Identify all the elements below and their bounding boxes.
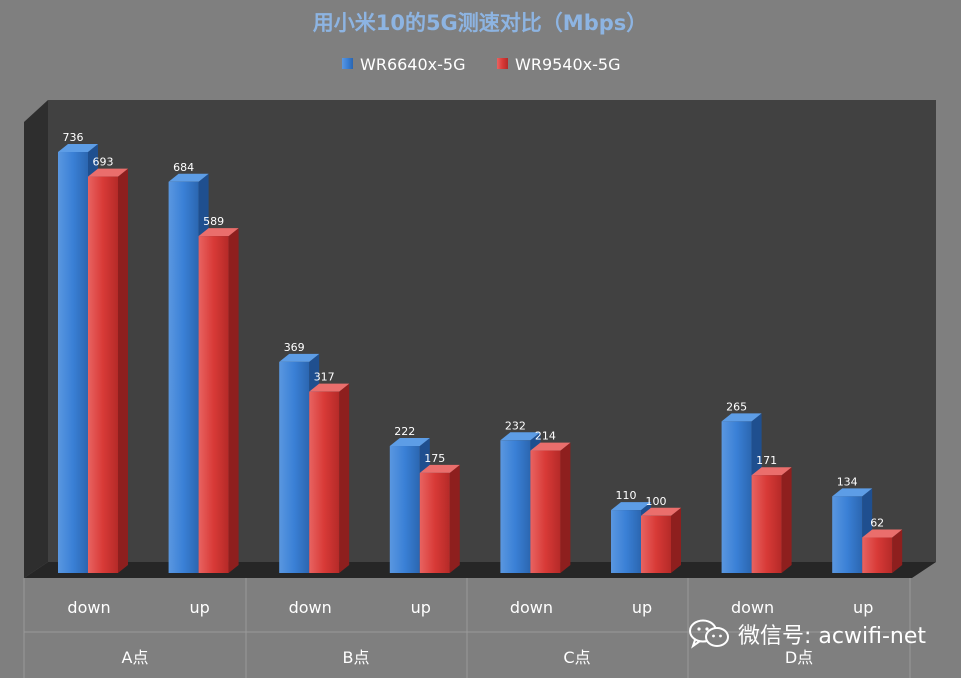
bar-2-8 [862,529,903,573]
value-label-2-6: 100 [646,495,667,508]
value-label-2-1: 693 [93,156,114,169]
legend: WR6640x-5G WR9540x-5G [342,55,620,74]
value-label-1-5: 232 [505,419,526,432]
group-label-1: A点 [122,648,149,667]
value-label-1-3: 369 [284,341,305,354]
value-label-1-2: 684 [173,161,194,174]
value-label-1-4: 222 [394,425,415,438]
legend-label-series-2: WR9540x-5G [515,55,620,74]
bar-2-7 [751,467,792,573]
category-table [23,578,911,678]
bars [58,144,903,574]
legend-swatch-series-2 [497,58,508,69]
bar-2-2 [198,228,239,574]
value-label-1-6: 110 [616,489,637,502]
value-label-2-4: 175 [424,452,445,465]
data-labels: 736 693 684 589 369 317 222 175 232 214 110 100 265 1… [63,131,885,530]
value-label-2-3: 317 [314,371,335,384]
bar-2-1 [88,168,128,573]
plot-side-wall [24,100,48,578]
bar-2-3 [309,383,350,573]
x-tick-label-7: down [731,598,774,617]
group-label-4: D点 [785,648,813,667]
bar-2-4 [419,464,460,573]
category-labels: down up down up down up down up A点 B点 C点 D点 [67,598,873,667]
group-label-3: C点 [563,648,590,667]
legend-swatch-series-1 [342,58,353,69]
value-label-2-8: 62 [870,517,884,530]
legend-label-series-1: WR6640x-5G [360,55,465,74]
x-tick-label-2: up [189,598,209,617]
value-label-2-7: 171 [756,454,777,467]
bar-2-5 [530,442,571,573]
value-label-1-1: 736 [63,131,84,144]
x-tick-label-8: up [853,598,873,617]
wechat-icon [689,619,729,649]
plot-floor [24,562,936,578]
x-tick-label-5: down [510,598,553,617]
bar-2-6 [641,507,681,573]
watermark-text: 微信号: acwifi-net [738,624,926,649]
plot-back-wall [48,100,936,562]
value-label-1-7: 265 [726,400,747,413]
x-tick-label-4: up [411,598,431,617]
x-tick-label-6: up [632,598,652,617]
watermark: 微信号: acwifi-net [688,618,926,650]
x-tick-label-3: down [289,598,332,617]
chart-title: 用小米10的5G测速对比（Mbps） [313,11,648,35]
group-label-2: B点 [343,648,370,667]
x-tick-label-1: down [67,598,110,617]
value-label-2-5: 214 [535,430,556,443]
value-label-1-8: 134 [837,475,858,488]
value-label-2-2: 589 [203,215,224,228]
